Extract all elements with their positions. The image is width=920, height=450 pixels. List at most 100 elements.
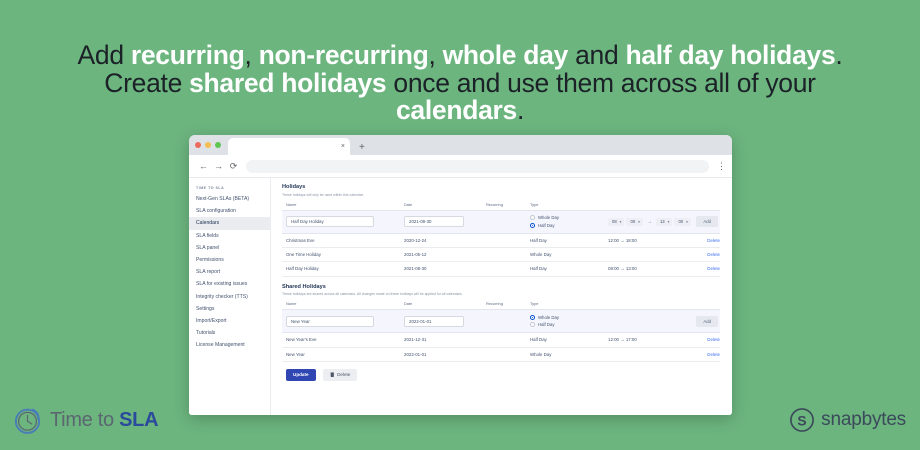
radio-selected-icon	[530, 222, 535, 228]
sidebar-item-sla-panel[interactable]: SLA panel	[196, 244, 220, 251]
column-header-date: Date	[404, 301, 413, 307]
clock-icon	[14, 408, 41, 434]
reload-icon[interactable]: ⟳	[229, 160, 238, 171]
headline-segment-2: ,	[244, 40, 259, 70]
column-header-recurring: Recurring	[486, 201, 503, 207]
headline-segment-3: non-recurring	[258, 40, 429, 70]
column-header-recurring: Recurring	[486, 301, 503, 307]
cell-time: 08:00 → 13:00	[608, 266, 637, 272]
table-row: Christmas Eve 2020-12-24 Half Day 12:00 → 1…	[282, 234, 720, 248]
holidays-description: These holidays will only be used within …	[282, 192, 364, 197]
holiday-add-button[interactable]: Add	[696, 216, 718, 227]
holiday-name-input[interactable]: Half Day Holiday	[286, 216, 374, 227]
delete-button[interactable]: Delete	[322, 368, 358, 381]
chevron-down-icon: ▾	[667, 219, 670, 224]
delete-link[interactable]: Delete	[707, 351, 720, 357]
holiday-time-range: 08 ▾ 00 ▾ → 13 ▾ 00 ▾	[608, 217, 691, 226]
browser-toolbar: ← → ⟳ ⋮	[189, 155, 732, 178]
delete-button-label: Delete	[337, 372, 351, 378]
start-minute-select[interactable]: 00 ▾	[626, 217, 643, 226]
sidebar-item-sla-configuration[interactable]: SLA configuration	[196, 208, 236, 215]
holiday-type-half-day-option[interactable]: Half Day	[530, 222, 608, 230]
sidebar-item-next-gen-slas-beta[interactable]: Next-Gen SLAs (BETA)	[196, 196, 250, 203]
delete-link[interactable]: Delete	[707, 337, 720, 343]
headline-segment-10: once and use them across all of your	[386, 67, 816, 98]
browser-window: × + ← → ⟳ ⋮ TIME TO SLA Next-Gen SLAs (B…	[189, 135, 732, 415]
cell-name: New Year	[286, 351, 305, 357]
cell-time: 12:00 → 17:00	[608, 337, 637, 343]
shared-holiday-add-button[interactable]: Add	[696, 315, 718, 327]
column-header-date: Date	[404, 201, 413, 207]
table-row: One Time Holiday 2021-05-12 Whole Day Delet…	[282, 248, 720, 263]
table-row: New Year 2022-01-01 Whole Day Delete	[282, 348, 720, 362]
tab-close-icon[interactable]: ×	[340, 143, 345, 150]
shared-holidays-table-header: Name Date Recurring Type	[282, 301, 720, 309]
forward-icon[interactable]: →	[214, 161, 223, 171]
browser-tab[interactable]: ×	[228, 138, 350, 155]
minimize-window-icon[interactable]	[205, 142, 211, 148]
address-bar[interactable]	[246, 159, 709, 173]
cell-name: Half Day Holiday	[286, 266, 319, 272]
holiday-date-input[interactable]: 2021-08-30	[404, 216, 464, 227]
main-content: Holidays These holidays will only be use…	[271, 178, 732, 415]
logo-text-accent: SLA	[119, 409, 159, 431]
column-header-type: Type	[530, 301, 539, 307]
holiday-type-half-day-label: Half Day	[538, 222, 555, 228]
sidebar-item-tutorials[interactable]: Tutorials	[196, 330, 216, 337]
shared-holiday-type-whole-day-option[interactable]: Whole Day	[530, 314, 608, 322]
snapbytes-logo: S snapbytes	[789, 407, 906, 433]
cell-time: 12:00 → 18:00	[608, 237, 637, 243]
update-button[interactable]: Update	[286, 368, 316, 381]
sidebar-item-license-management[interactable]: License Management	[196, 342, 245, 349]
page-headline: Add recurring, non-recurring, whole day …	[40, 40, 880, 125]
delete-link[interactable]: Delete	[707, 266, 720, 272]
sidebar-item-sla-report[interactable]: SLA report	[196, 269, 221, 276]
column-header-type: Type	[530, 201, 539, 207]
shared-holiday-date-input[interactable]: 2022-01-01	[404, 315, 464, 327]
form-actions: Update Delete	[282, 362, 720, 381]
shared-holiday-type-half-day-option[interactable]: Half Day	[530, 321, 608, 329]
column-header-name: Name	[286, 201, 297, 207]
headline-segment-5: whole day	[442, 40, 569, 70]
maximize-window-icon[interactable]	[215, 142, 221, 148]
cell-date: 2021-08-30	[404, 266, 427, 272]
shared-holiday-add-form-row: New Year 2022-01-01 Whole Day Half Day	[282, 309, 720, 334]
time-to-sla-logo: Time to SLA	[12, 405, 159, 436]
delete-link[interactable]: Delete	[707, 237, 720, 243]
cell-type: Whole Day	[530, 252, 552, 258]
sidebar-item-permissions[interactable]: Permissions	[196, 257, 224, 264]
cell-name: One Time Holiday	[286, 252, 321, 258]
sidebar-item-import-export[interactable]: Import/Export	[196, 317, 227, 324]
logo-text-primary: Time to	[50, 409, 120, 431]
sidebar-item-integrity-checker-tts[interactable]: Integrity checker (TTS)	[196, 293, 248, 300]
headline-segment-11: calendars	[395, 95, 517, 125]
shared-holiday-name-input[interactable]: New Year	[286, 315, 374, 327]
cell-type: Half Day	[530, 266, 547, 272]
new-tab-icon[interactable]: +	[359, 142, 365, 153]
delete-link[interactable]: Delete	[707, 252, 720, 258]
end-minute-select[interactable]: 00 ▾	[674, 217, 691, 226]
holidays-title: Holidays	[282, 184, 306, 190]
column-header-name: Name	[286, 301, 297, 307]
sidebar-item-calendars[interactable]: Calendars	[189, 217, 270, 230]
trash-icon	[329, 372, 334, 378]
close-window-icon[interactable]	[195, 142, 201, 148]
table-row: Half Day Holiday 2021-08-30 Half Day 08:00 …	[282, 262, 720, 277]
cell-name: New Year's Eve	[286, 337, 317, 343]
cell-type: Half Day	[530, 237, 547, 243]
holiday-type-whole-day-option[interactable]: Whole Day	[530, 214, 608, 222]
headline-segment-0: Add	[77, 40, 131, 70]
back-icon[interactable]: ←	[199, 161, 208, 171]
end-hour-select[interactable]: 13 ▾	[655, 217, 673, 226]
radio-unselected-icon	[530, 322, 535, 328]
radio-unselected-icon	[530, 215, 535, 221]
snapbytes-logo-text: snapbytes	[821, 409, 906, 430]
sidebar-item-settings[interactable]: Settings	[196, 305, 215, 312]
start-hour-select[interactable]: 08 ▾	[608, 217, 625, 226]
sidebar-item-sla-for-existing-issues[interactable]: SLA for existing issues	[196, 281, 248, 288]
sidebar-item-sla-fields[interactable]: SLA fields	[196, 232, 219, 239]
svg-text:S: S	[798, 413, 807, 428]
shared-holiday-type-whole-day-label: Whole Day	[538, 314, 560, 320]
radio-selected-icon	[530, 314, 535, 320]
browser-menu-icon[interactable]: ⋮	[717, 160, 726, 171]
